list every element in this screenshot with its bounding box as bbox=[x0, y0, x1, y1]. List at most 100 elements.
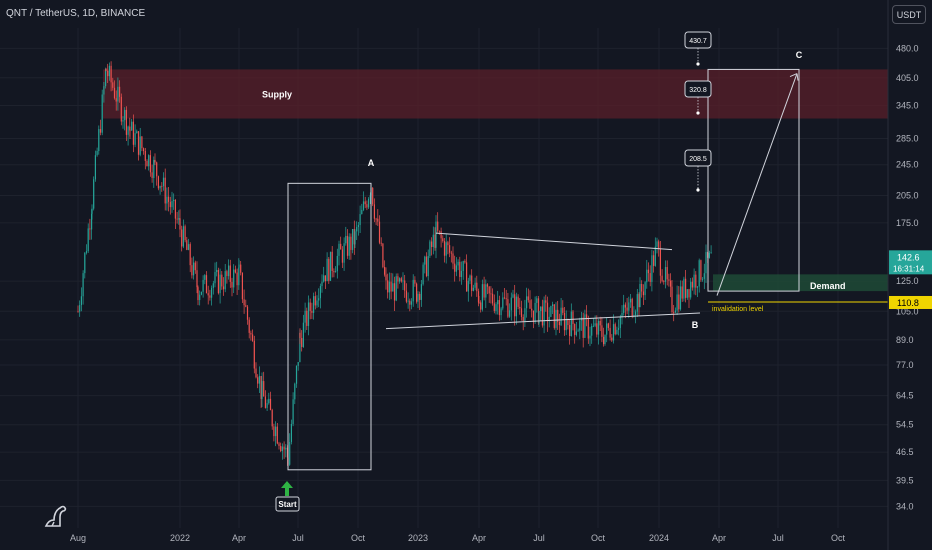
candle-body bbox=[592, 325, 594, 327]
y-tick-label: 245.0 bbox=[896, 160, 919, 170]
candle-body bbox=[477, 291, 480, 303]
candle-body bbox=[297, 362, 299, 366]
candle-body bbox=[635, 311, 637, 316]
candle-body bbox=[248, 319, 250, 333]
candle-body bbox=[409, 300, 411, 305]
candle-body bbox=[646, 269, 648, 283]
candle-body bbox=[493, 303, 495, 311]
x-tick-label: Apr bbox=[472, 533, 486, 543]
target-dot bbox=[696, 62, 700, 66]
y-tick-label: 77.0 bbox=[896, 360, 914, 370]
candle-body bbox=[584, 314, 586, 338]
candle-body bbox=[384, 266, 386, 275]
candle-body bbox=[594, 323, 596, 326]
candle-body bbox=[373, 204, 375, 219]
start-arrow-icon bbox=[281, 481, 293, 496]
candle-body bbox=[343, 243, 345, 263]
candle-body bbox=[661, 275, 663, 282]
candle-body bbox=[382, 243, 384, 267]
candle-body bbox=[124, 109, 126, 121]
candle-body bbox=[162, 177, 165, 187]
candle-body bbox=[385, 274, 387, 281]
candle-body bbox=[171, 201, 173, 208]
candle-body bbox=[154, 159, 156, 163]
candle-body bbox=[512, 294, 514, 298]
candle-body bbox=[597, 320, 600, 335]
candle-body bbox=[77, 311, 79, 313]
candle-body bbox=[260, 376, 262, 400]
candle-body bbox=[331, 251, 333, 271]
candle-body bbox=[141, 136, 143, 149]
candle-body bbox=[414, 279, 416, 284]
candle-body bbox=[575, 331, 577, 335]
candle-body bbox=[503, 297, 506, 299]
candle-body bbox=[378, 221, 381, 243]
candle-body bbox=[257, 377, 259, 384]
candle-body bbox=[368, 198, 370, 208]
target-value: 320.8 bbox=[689, 87, 707, 94]
candle-body bbox=[649, 273, 651, 282]
candle-body bbox=[245, 305, 247, 307]
triangle-upper-line bbox=[435, 232, 673, 251]
candle-body bbox=[553, 304, 555, 328]
candle-body bbox=[289, 441, 291, 465]
candle-body bbox=[434, 234, 436, 248]
candle-body bbox=[673, 312, 675, 313]
candle-body bbox=[352, 229, 354, 250]
candle-body bbox=[173, 199, 175, 202]
symbol-header: QNT / TetherUS, 1D, BINANCE bbox=[6, 8, 146, 19]
candle-body bbox=[664, 267, 667, 282]
candle-body bbox=[348, 236, 350, 256]
current-price: 142.6 bbox=[897, 252, 920, 262]
candle-body bbox=[574, 324, 576, 335]
candle-body bbox=[582, 317, 584, 338]
candle-body bbox=[550, 305, 552, 317]
candle-body bbox=[181, 229, 183, 247]
candle-body bbox=[338, 243, 340, 256]
candle-body bbox=[589, 335, 591, 339]
candle-body bbox=[520, 308, 523, 317]
invalidation-price: 110.8 bbox=[897, 298, 919, 308]
target-dot bbox=[696, 188, 700, 192]
candle-body bbox=[432, 234, 434, 248]
candle-body bbox=[346, 235, 349, 256]
candle-body bbox=[285, 447, 287, 450]
y-tick-label: 105.0 bbox=[896, 306, 919, 316]
candle-body bbox=[139, 136, 141, 155]
candle-body bbox=[459, 261, 461, 277]
candle-body bbox=[340, 243, 342, 250]
x-tick-label: Jul bbox=[533, 533, 545, 543]
candle-body bbox=[266, 403, 268, 408]
x-tick-label: Jul bbox=[772, 533, 784, 543]
demand-zone bbox=[713, 274, 888, 292]
candle-body bbox=[624, 304, 626, 308]
candle-body bbox=[96, 151, 98, 156]
candle-body bbox=[328, 258, 330, 281]
candle-body bbox=[569, 325, 571, 336]
tradingview-logo-icon[interactable] bbox=[42, 500, 72, 530]
candle-body bbox=[681, 286, 683, 299]
candle-body bbox=[238, 264, 240, 268]
current-price-tag bbox=[889, 250, 932, 275]
candle-body bbox=[486, 284, 489, 287]
candle-body bbox=[691, 281, 693, 288]
candle-body bbox=[209, 295, 211, 298]
y-axis: 34.0 39.5 46.5 54.5 64.5 77.0 89.0 105.0 125.0 17… bbox=[887, 0, 919, 550]
candle-body bbox=[174, 199, 176, 219]
target-value: 430.7 bbox=[689, 38, 707, 45]
candle-body bbox=[105, 68, 107, 71]
candle-body bbox=[626, 307, 628, 311]
candle-body bbox=[318, 298, 320, 301]
candle-body bbox=[316, 300, 318, 306]
candle-body bbox=[690, 281, 692, 298]
currency-button[interactable]: USDT bbox=[892, 5, 926, 24]
candle-body bbox=[304, 310, 306, 323]
candle-body bbox=[474, 282, 476, 288]
candle-body bbox=[495, 304, 497, 311]
candle-body bbox=[402, 280, 404, 282]
y-tick-label: 46.5 bbox=[896, 447, 914, 457]
candle-body bbox=[85, 251, 88, 253]
candle-body bbox=[229, 265, 231, 282]
candle-body bbox=[299, 332, 301, 339]
